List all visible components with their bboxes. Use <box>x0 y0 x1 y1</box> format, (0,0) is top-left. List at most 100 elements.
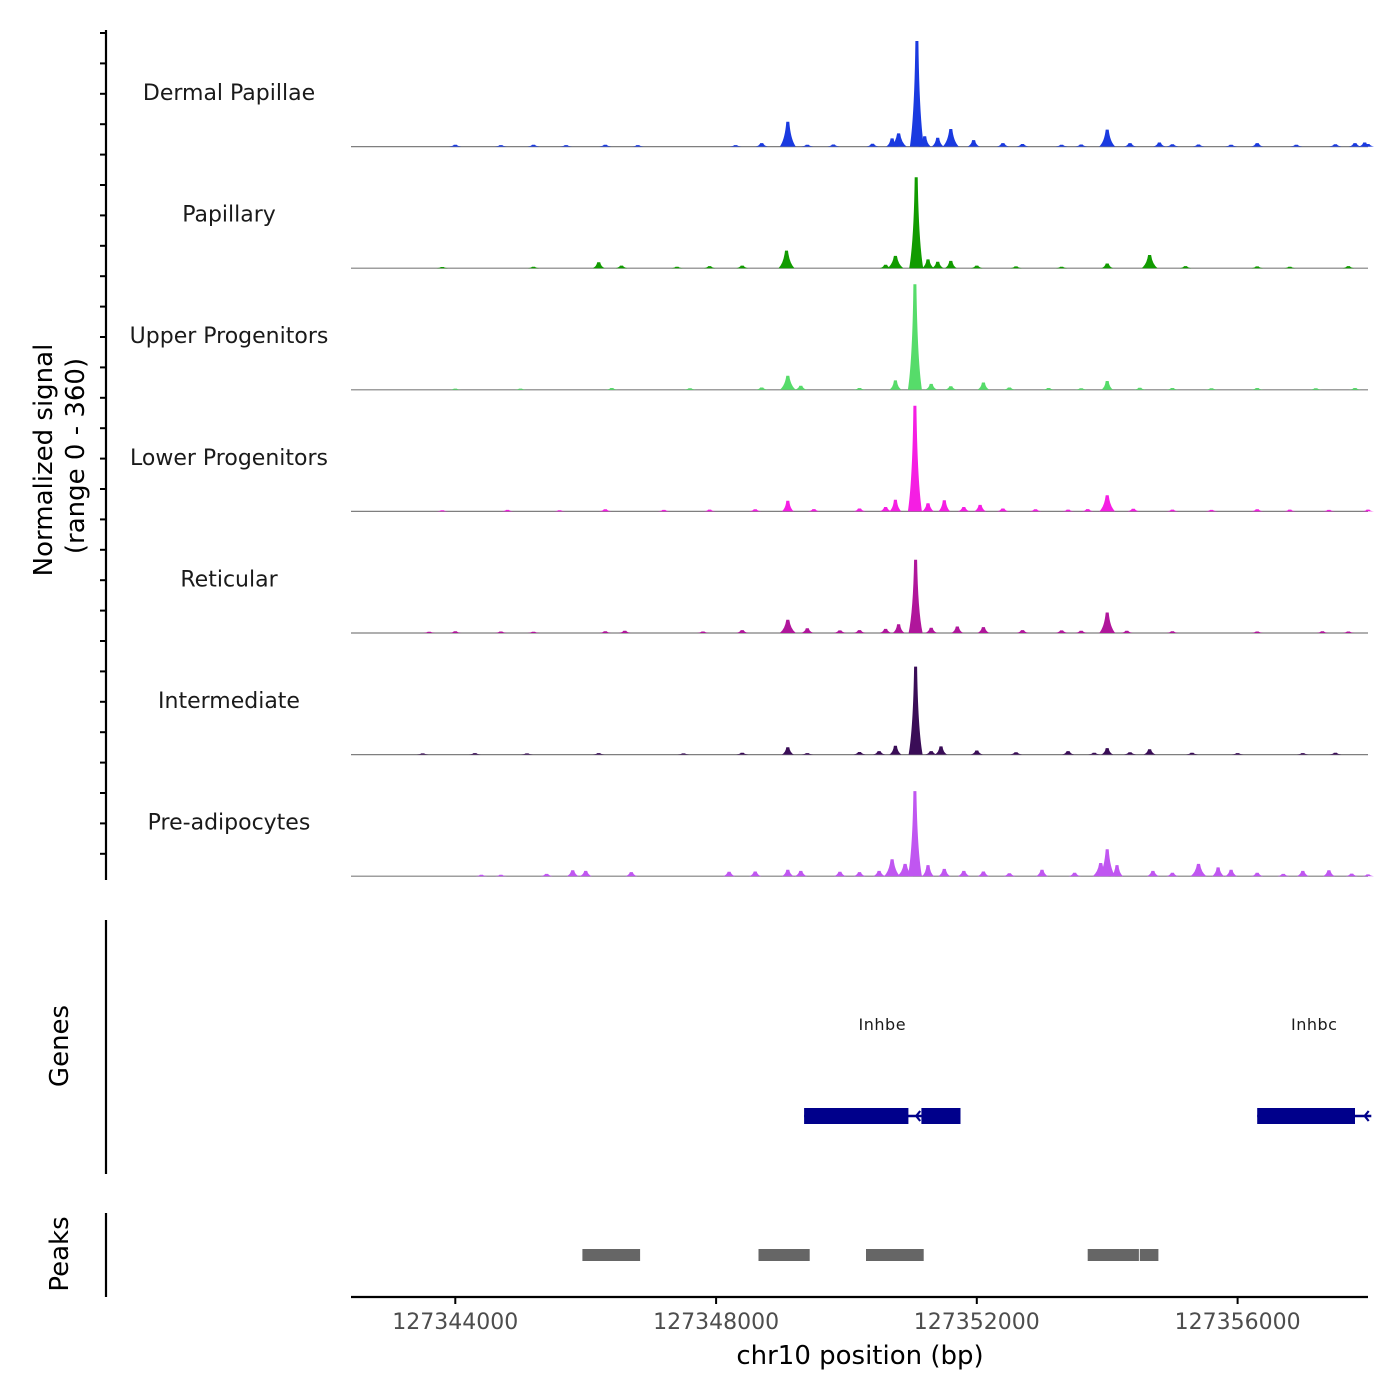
coverage-peak <box>884 859 901 877</box>
coverage-peak <box>892 624 905 633</box>
coverage-peak <box>907 284 922 390</box>
coverage-peak <box>801 628 814 633</box>
coverage-peak <box>944 386 957 390</box>
coverage-peak <box>749 509 762 512</box>
coverage-peak <box>527 631 540 633</box>
coverage-peak <box>1190 863 1207 877</box>
gene-models: Inhbe Inhbc <box>804 1015 1372 1124</box>
coverage-peak <box>1283 266 1296 269</box>
coverage-peak <box>1283 509 1296 512</box>
coverage-peak <box>1186 752 1198 755</box>
coverage-peak <box>625 872 638 877</box>
coverage-peak <box>974 504 987 512</box>
coverage-peak <box>833 871 846 877</box>
coverage-peak <box>1251 266 1264 269</box>
coverage-peak <box>1153 142 1166 147</box>
coverage-peak <box>1010 752 1022 755</box>
coverage-peak <box>449 388 462 390</box>
coverage-peak <box>781 869 794 877</box>
coverage-peak <box>599 631 612 633</box>
coverage-peak <box>1075 144 1088 147</box>
coverage-peak <box>501 509 514 512</box>
coverage-peak <box>1316 631 1329 633</box>
coverage-peak <box>918 136 931 147</box>
coverage-peak <box>527 144 540 147</box>
coverage-peak <box>1192 144 1205 147</box>
coverage-peak <box>755 387 768 390</box>
coverage-peak <box>514 388 527 390</box>
coverage-peak <box>579 870 592 877</box>
coverage-peak <box>1166 388 1179 390</box>
coverage-peak <box>1205 388 1218 390</box>
coverage-peak <box>1345 873 1358 877</box>
coverage-peak <box>1322 509 1335 512</box>
coverage-peak <box>944 260 957 269</box>
coverage-peak <box>560 145 573 147</box>
coverage-peak <box>853 388 866 390</box>
coverage-peak <box>755 143 768 147</box>
coverage-peak <box>1088 752 1101 755</box>
coverage-peak <box>671 266 683 269</box>
genes-panel: Genes Inhbe Inhbc <box>45 920 1372 1174</box>
track-label: Reticular <box>180 567 278 592</box>
gene-model: Inhbc <box>1257 1015 1372 1124</box>
coverage-peak <box>873 870 886 877</box>
coverage-peak <box>925 751 938 755</box>
coverage-peak <box>908 666 923 755</box>
coverage-peak <box>553 510 566 512</box>
coverage-peak <box>494 145 507 147</box>
coverage-peak <box>540 873 553 877</box>
coverage-peak <box>1205 509 1218 512</box>
coverage-peak <box>1029 509 1042 512</box>
coverage-peak <box>1349 143 1361 147</box>
coverage-peak <box>1179 266 1192 269</box>
peak-region <box>866 1249 924 1261</box>
coverage-peak <box>866 143 879 147</box>
coverage-peak <box>592 262 605 269</box>
coverage-peak <box>890 133 907 147</box>
coverage-peak <box>922 865 934 877</box>
coverage-peak <box>909 177 924 269</box>
coverage-peak <box>873 751 886 755</box>
coverage-peak <box>889 745 902 755</box>
coverage-peak <box>697 631 709 633</box>
coverage-peak <box>931 261 944 269</box>
coverage-peak <box>1342 631 1355 633</box>
gene-model: Inhbe <box>804 1015 961 1124</box>
coverage-peak <box>931 137 944 147</box>
coverage-track: Papillary <box>182 177 1368 269</box>
coverage-peak <box>1296 870 1309 877</box>
coverage-peak <box>1251 872 1264 877</box>
coverage-peak <box>922 259 934 269</box>
coverage-peak <box>1075 388 1088 390</box>
coverage-ylabel-line2: (range 0 - 360) <box>61 358 91 554</box>
coverage-y-ticks <box>100 32 106 855</box>
peak-regions <box>582 1249 1159 1261</box>
track-label: Dermal Papillae <box>143 81 315 106</box>
coverage-peak <box>977 627 990 633</box>
coverage-peak <box>1133 387 1146 390</box>
coverage-peak <box>1362 509 1374 512</box>
coverage-peak <box>1055 630 1068 633</box>
coverage-peak <box>1322 870 1335 877</box>
coverage-peak <box>599 509 612 512</box>
gene-label: Inhbe <box>859 1015 907 1034</box>
coverage-peak <box>1251 143 1264 147</box>
coverage-peak <box>449 144 462 147</box>
coverage-peak <box>436 510 449 512</box>
coverage-tracks: Dermal Papillae Papillary Upper Progenitor… <box>130 41 1374 877</box>
coverage-peak <box>677 753 690 755</box>
coverage-peak <box>807 509 820 512</box>
coverage-track: Dermal Papillae <box>143 41 1374 148</box>
x-tick-label: 127356000 <box>1175 1310 1301 1335</box>
coverage-peak <box>1099 495 1116 512</box>
coverage-peak <box>879 628 892 633</box>
gene-exon <box>804 1108 909 1124</box>
coverage-peak <box>1101 748 1114 755</box>
coverage-peak <box>1099 129 1116 147</box>
coverage-peak <box>1016 630 1029 633</box>
coverage-peak <box>801 144 814 147</box>
coverage-peak <box>475 874 488 877</box>
coverage-peak <box>1062 509 1075 512</box>
coverage-peak <box>1309 388 1322 390</box>
